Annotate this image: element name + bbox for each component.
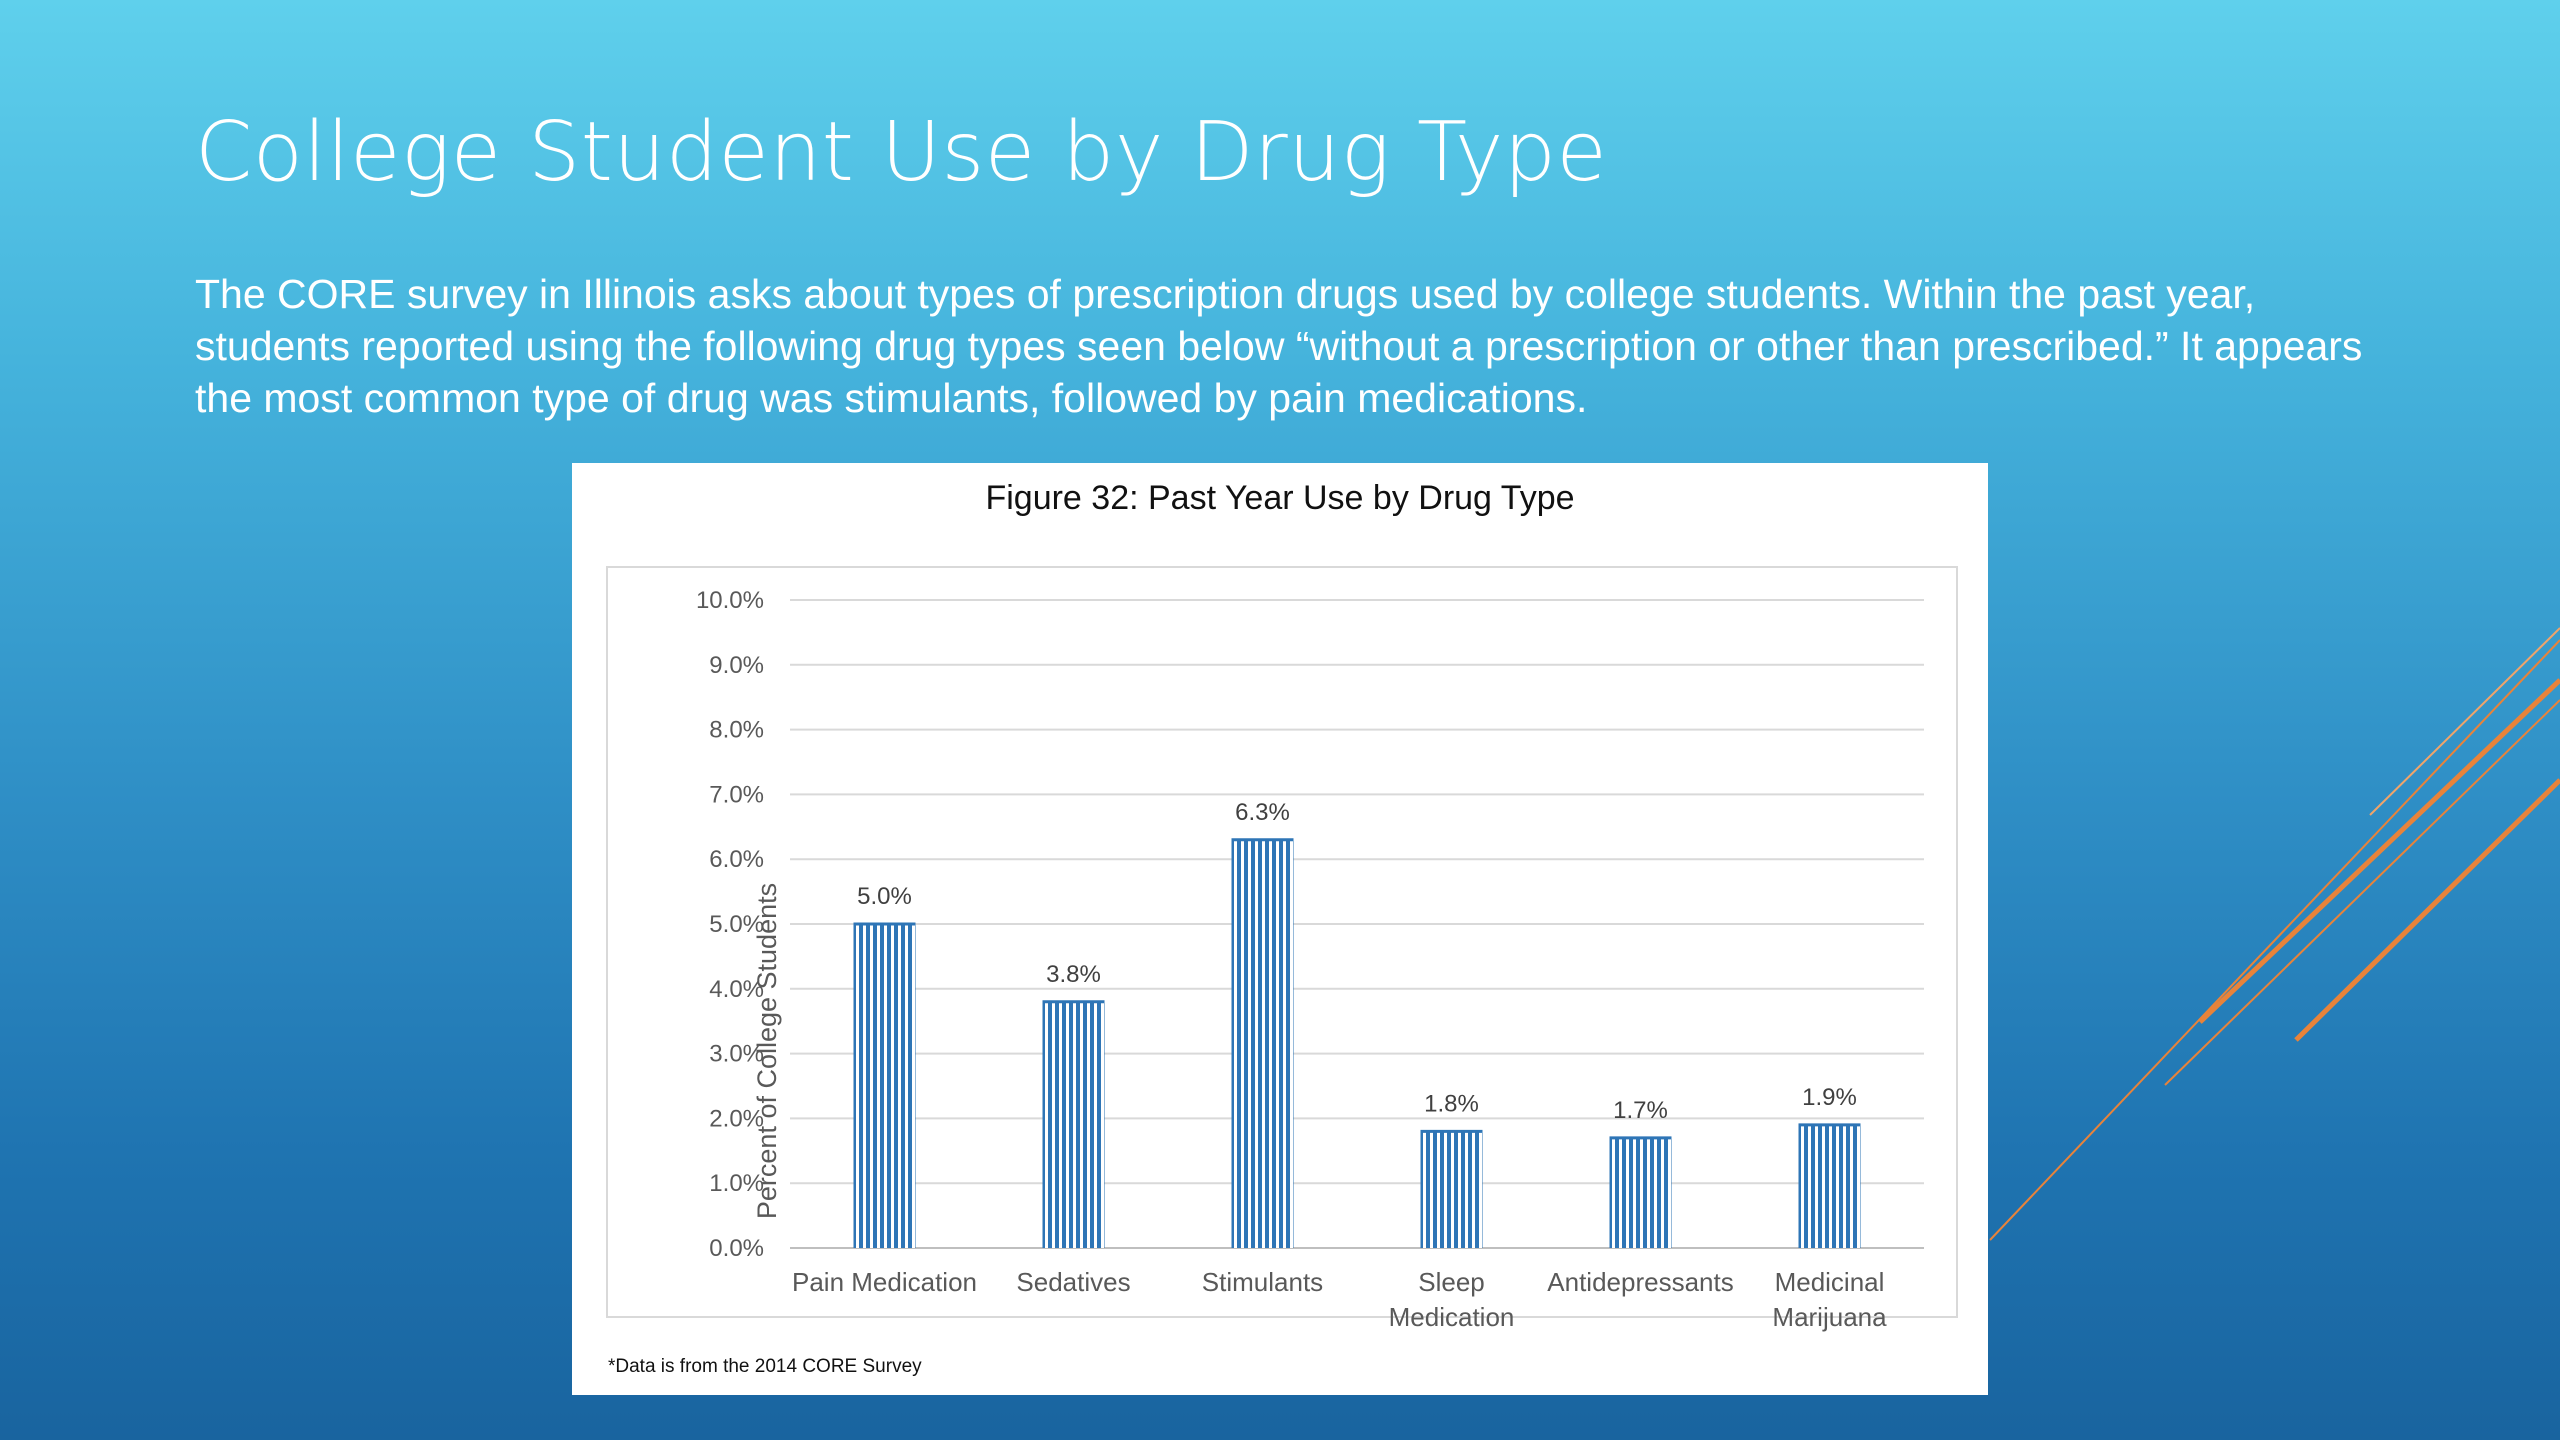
x-category-label: Marijuana	[1772, 1302, 1887, 1332]
x-category-label: Antidepressants	[1547, 1267, 1733, 1297]
chart-footnote: *Data is from the 2014 CORE Survey	[608, 1356, 922, 1377]
data-label: 5.0%	[857, 883, 912, 910]
bar	[1420, 1131, 1483, 1248]
y-tick-label: 6.0%	[709, 846, 764, 873]
data-label: 6.3%	[1235, 799, 1290, 826]
bar	[1231, 839, 1294, 1248]
bar	[1042, 1001, 1105, 1248]
chart-title: Figure 32: Past Year Use by Drug Type	[985, 479, 1575, 517]
y-axis-label: Percent of College Students	[752, 883, 782, 1219]
y-tick-label: 1.0%	[709, 1170, 764, 1197]
x-category-label: Medicinal	[1775, 1267, 1885, 1297]
y-tick-label: 2.0%	[709, 1105, 764, 1132]
x-category-label: Pain Medication	[792, 1267, 977, 1297]
accent-line-1	[2198, 678, 2560, 1024]
plot-area-frame	[606, 566, 1958, 1318]
y-tick-label: 4.0%	[709, 976, 764, 1003]
x-category-label: Sleep	[1418, 1267, 1485, 1297]
x-category-label: Medication	[1389, 1302, 1515, 1332]
slide-body-text: The CORE survey in Illinois asks about t…	[195, 271, 2363, 421]
slide-title: College Student Use by Drug Type	[195, 105, 1608, 200]
x-category-label: Sedatives	[1016, 1267, 1130, 1297]
accent-line-4	[2164, 699, 2560, 1086]
data-label: 1.9%	[1802, 1084, 1857, 1111]
chart-card: Figure 32: Past Year Use by Drug Type 0.…	[572, 463, 1988, 1395]
y-tick-label: 8.0%	[709, 717, 764, 744]
data-label: 3.8%	[1046, 961, 1101, 988]
y-tick-label: 7.0%	[709, 781, 764, 808]
y-tick-label: 5.0%	[709, 911, 764, 938]
data-label: 1.7%	[1613, 1097, 1668, 1124]
accent-line-2	[2294, 778, 2560, 1042]
y-tick-label: 9.0%	[709, 652, 764, 679]
bar	[853, 924, 916, 1248]
y-tick-label: 10.0%	[696, 587, 764, 614]
bar-chart: 0.0% 1.0% 2.0% 3.0% 4.0% 5.0% 6.0% 7.0% 8.0% 9.0%…	[696, 587, 1924, 1332]
accent-line-5	[2369, 627, 2560, 816]
accent-line-3	[1989, 639, 2560, 1241]
y-tick-label: 3.0%	[709, 1041, 764, 1068]
bar	[1798, 1124, 1861, 1248]
y-tick-label: 0.0%	[709, 1235, 764, 1262]
bar	[1609, 1137, 1672, 1248]
x-category-label: Stimulants	[1202, 1267, 1323, 1297]
data-label: 1.8%	[1424, 1090, 1479, 1117]
